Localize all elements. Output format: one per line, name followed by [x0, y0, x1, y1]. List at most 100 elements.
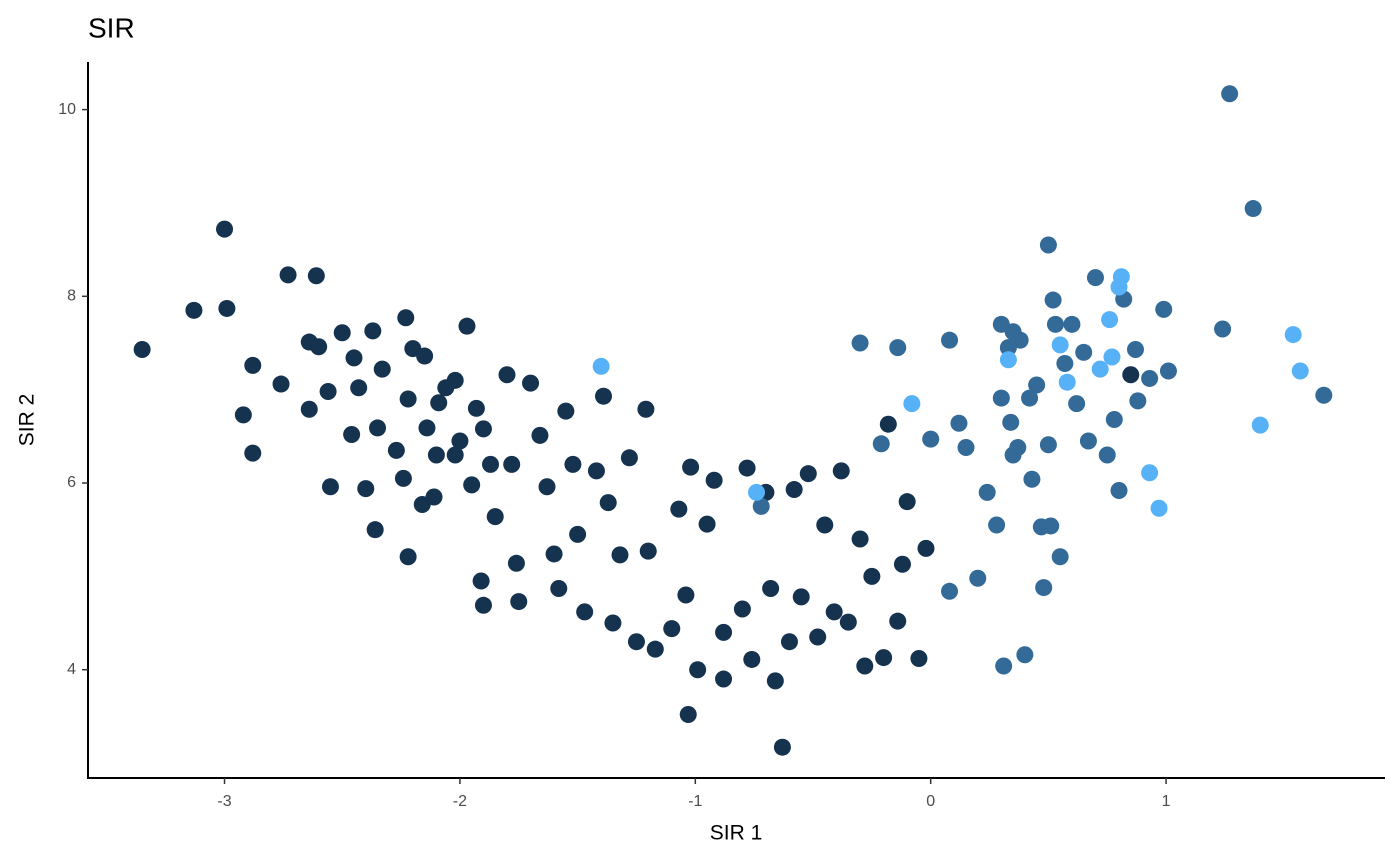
- point: [1023, 470, 1041, 488]
- point: [587, 462, 605, 480]
- point: [825, 603, 843, 621]
- point: [510, 593, 528, 611]
- point: [917, 539, 935, 557]
- point: [957, 439, 975, 457]
- point: [773, 738, 791, 756]
- point: [839, 613, 857, 631]
- point: [999, 351, 1017, 369]
- point: [780, 633, 798, 651]
- point: [851, 530, 869, 548]
- x-tick-label: -2: [453, 793, 467, 810]
- point: [627, 633, 645, 651]
- point: [1039, 436, 1057, 454]
- point: [218, 299, 236, 317]
- point: [766, 672, 784, 690]
- point: [474, 596, 492, 614]
- point: [418, 419, 436, 437]
- point: [1063, 315, 1081, 333]
- point: [752, 497, 770, 515]
- point: [879, 415, 897, 433]
- point: [557, 402, 575, 420]
- point: [1291, 362, 1309, 380]
- point: [272, 375, 290, 393]
- point: [399, 390, 417, 408]
- point: [1112, 268, 1130, 286]
- point: [1221, 85, 1239, 103]
- point: [679, 706, 697, 724]
- point: [1091, 360, 1109, 378]
- point: [498, 366, 516, 384]
- point: [889, 612, 907, 630]
- x-axis-label: SIR 1: [710, 822, 763, 845]
- point: [1214, 320, 1232, 338]
- point: [816, 516, 834, 534]
- point: [531, 426, 549, 444]
- point: [1016, 646, 1034, 664]
- point: [1058, 373, 1076, 391]
- point: [467, 399, 485, 417]
- point: [950, 414, 968, 432]
- point: [792, 588, 810, 606]
- point: [333, 324, 351, 342]
- point: [1244, 200, 1262, 218]
- point: [394, 469, 412, 487]
- point: [1150, 499, 1168, 517]
- point: [373, 360, 391, 378]
- point: [387, 441, 405, 459]
- point: [416, 347, 434, 365]
- point: [592, 357, 610, 375]
- point: [762, 579, 780, 597]
- point: [507, 554, 525, 572]
- point: [670, 500, 688, 518]
- point: [366, 521, 384, 539]
- point: [992, 389, 1010, 407]
- point: [1028, 376, 1046, 394]
- point: [1315, 386, 1333, 404]
- point: [345, 349, 363, 367]
- point: [397, 309, 415, 327]
- y-tick-label: 8: [67, 288, 76, 305]
- y-tick-label: 6: [67, 474, 76, 491]
- point: [503, 455, 521, 473]
- point: [1098, 446, 1116, 464]
- point: [898, 493, 916, 511]
- x-tick-label: -3: [217, 793, 231, 810]
- point: [1105, 411, 1123, 429]
- point: [1284, 326, 1302, 344]
- point: [715, 670, 733, 688]
- point: [856, 657, 874, 675]
- point: [364, 322, 382, 340]
- point: [1251, 416, 1269, 434]
- point: [234, 406, 252, 424]
- point: [832, 462, 850, 480]
- point: [809, 628, 827, 646]
- point: [677, 586, 695, 604]
- point: [941, 582, 959, 600]
- point: [1035, 579, 1053, 597]
- point: [663, 620, 681, 638]
- point: [474, 420, 492, 438]
- point: [451, 432, 469, 450]
- point: [1155, 300, 1173, 318]
- point: [1042, 517, 1060, 535]
- point: [863, 567, 881, 585]
- point: [357, 480, 375, 498]
- point: [872, 435, 890, 453]
- point: [1039, 236, 1057, 254]
- point: [369, 419, 387, 437]
- point: [486, 508, 504, 526]
- point: [1021, 389, 1039, 407]
- point: [799, 465, 817, 483]
- point: [738, 459, 756, 477]
- y-axis-label: SIR 2: [16, 394, 39, 447]
- point: [279, 266, 297, 284]
- y-tick-label: 4: [67, 661, 76, 678]
- point: [910, 650, 928, 668]
- point: [425, 488, 443, 506]
- point: [689, 661, 707, 679]
- point: [875, 649, 893, 667]
- x-tick-label: 1: [1162, 793, 1171, 810]
- point: [682, 458, 700, 476]
- point: [576, 603, 594, 621]
